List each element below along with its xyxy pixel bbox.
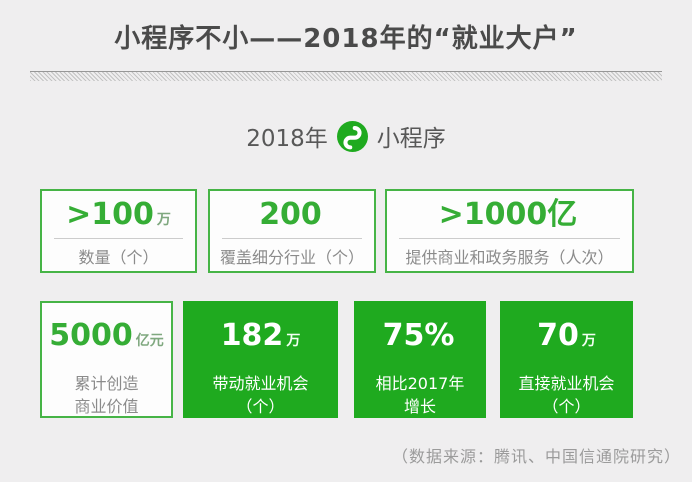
- page-title: 小程序不小——2018年的“就业大户”: [114, 24, 578, 54]
- stat-card-growth: 75% 相比2017年 增长: [354, 301, 486, 419]
- stat-value: 70 万: [502, 303, 631, 351]
- card-divider: [54, 238, 183, 240]
- stat-number: >1000亿: [438, 197, 578, 233]
- stat-label: 相比2017年 增长: [356, 372, 484, 418]
- stat-label-line1: 带动就业机会: [212, 374, 309, 394]
- stat-label: 数量（个）: [78, 248, 159, 268]
- stat-label-line1: 直接就业机会: [518, 374, 615, 394]
- stat-card-industries: 200 覆盖细分行业（个）: [208, 189, 376, 274]
- stat-number: 182: [220, 318, 284, 354]
- stats-row-2: 5000 亿元 累计创造 商业价值 182 万 带动就业机会 （个） 75% 相比2…: [40, 301, 692, 419]
- card-divider: [399, 238, 620, 240]
- stat-card-commercial-value: 5000 亿元 累计创造 商业价值: [40, 301, 173, 419]
- stat-number: 75%: [382, 318, 455, 354]
- stat-label: 提供商业和政务服务（人次）: [405, 248, 614, 268]
- stat-label-line2: 商业价值: [74, 397, 139, 417]
- subtitle-year: 2018年: [246, 126, 328, 153]
- stat-value: >1000亿: [387, 191, 632, 230]
- stat-unit: 亿元: [135, 333, 164, 350]
- stat-label: 直接就业机会 （个）: [502, 372, 631, 418]
- stat-label: 累计创造 商业价值: [42, 372, 171, 418]
- stat-label: 带动就业机会 （个）: [185, 372, 336, 418]
- stat-unit: 万: [286, 333, 301, 350]
- hatched-divider: [30, 71, 662, 82]
- stat-card-services: >1000亿 提供商业和政务服务（人次）: [385, 189, 634, 274]
- stats-row-1: >100 万 数量（个） 200 覆盖细分行业（个） >1000亿 提供商业和政务…: [40, 189, 692, 274]
- stat-card-jobs-driven: 182 万 带动就业机会 （个）: [183, 301, 338, 419]
- stat-value: 5000 亿元: [42, 303, 171, 351]
- miniprogram-logo-icon: [336, 120, 368, 152]
- subtitle-label: 小程序: [376, 126, 446, 153]
- stat-value: 200: [210, 191, 374, 230]
- stat-label-line2: 增长: [403, 397, 436, 417]
- subtitle-row: 2018年 小程序: [0, 119, 692, 153]
- stat-number: >100: [66, 197, 154, 233]
- stat-number: 200: [259, 197, 322, 233]
- stat-value: 75%: [356, 303, 484, 351]
- stat-value: 182 万: [185, 303, 336, 351]
- stat-unit: 万: [156, 212, 171, 229]
- stat-label-line1: 相比2017年: [375, 374, 465, 394]
- stat-unit: 万: [581, 333, 596, 350]
- stat-number: 5000: [49, 318, 133, 354]
- stat-value: >100 万: [42, 191, 195, 230]
- stat-label-line1: 累计创造: [74, 374, 139, 394]
- stat-card-direct-jobs: 70 万 直接就业机会 （个）: [500, 301, 633, 419]
- stat-card-count: >100 万 数量（个）: [40, 189, 197, 274]
- stat-label-line2: （个）: [236, 397, 285, 417]
- stat-label-line2: （个）: [542, 397, 591, 417]
- card-divider: [222, 238, 362, 240]
- stat-label: 覆盖细分行业（个）: [219, 248, 364, 268]
- data-source-note: （数据来源：腾讯、中国信通院研究）: [391, 447, 681, 467]
- stat-number: 70: [537, 318, 579, 354]
